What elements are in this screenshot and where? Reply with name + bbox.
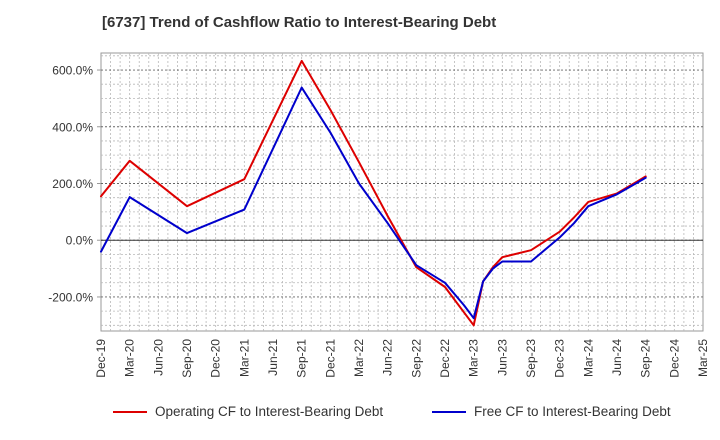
- x-tick-label: Jun-24: [610, 339, 624, 376]
- series-line-operating-cf: [100, 59, 647, 327]
- y-tick-label: -200.0%: [48, 290, 93, 304]
- x-tick-label: Mar-20: [123, 339, 137, 377]
- x-tick-label: Jun-21: [266, 339, 280, 376]
- y-tick-label: 600.0%: [52, 64, 93, 78]
- x-tick-label: Mar-21: [237, 339, 251, 377]
- chart-title: [6737] Trend of Cashflow Ratio to Intere…: [102, 14, 497, 31]
- y-tick-label: 0.0%: [66, 234, 94, 248]
- x-tick-label: Dec-22: [438, 339, 452, 378]
- x-tick-label: Dec-23: [553, 339, 567, 378]
- legend-item-free-cf: Free CF to Interest-Bearing Debt: [432, 404, 671, 419]
- x-tick-label: Dec-21: [323, 339, 337, 378]
- legend-label-operating-cf: Operating CF to Interest-Bearing Debt: [155, 404, 384, 419]
- x-tick-label: Mar-22: [352, 339, 366, 377]
- legend-swatch-free-cf: [432, 410, 466, 413]
- legend-item-operating-cf: Operating CF to Interest-Bearing Debt: [113, 404, 383, 419]
- legend: Operating CF to Interest-Bearing Debt Fr…: [0, 404, 720, 426]
- x-tick-label: Mar-23: [467, 339, 481, 377]
- x-tick-label: Dec-19: [94, 339, 108, 378]
- x-tick-label: Sep-24: [639, 339, 653, 378]
- x-tick-label: Jun-23: [495, 339, 509, 376]
- plot-area: [100, 52, 704, 332]
- x-tick-label: Sep-20: [180, 339, 194, 378]
- x-tick-label: Dec-20: [209, 339, 223, 378]
- x-tick-label: Jun-20: [151, 339, 165, 376]
- x-tick-label: Sep-22: [409, 339, 423, 378]
- x-tick-label: Jun-22: [381, 339, 395, 376]
- y-tick-label: 200.0%: [52, 177, 93, 191]
- legend-swatch-operating-cf: [113, 410, 147, 413]
- x-tick-label: Mar-25: [696, 339, 710, 377]
- y-tick-label: 400.0%: [52, 120, 93, 134]
- x-tick-label: Sep-21: [295, 339, 309, 378]
- x-tick-label: Mar-24: [581, 339, 595, 377]
- series-line-free-cf: [100, 86, 647, 320]
- x-tick-label: Dec-24: [667, 339, 681, 378]
- legend-label-free-cf: Free CF to Interest-Bearing Debt: [474, 404, 671, 419]
- x-tick-label: Sep-23: [524, 339, 538, 378]
